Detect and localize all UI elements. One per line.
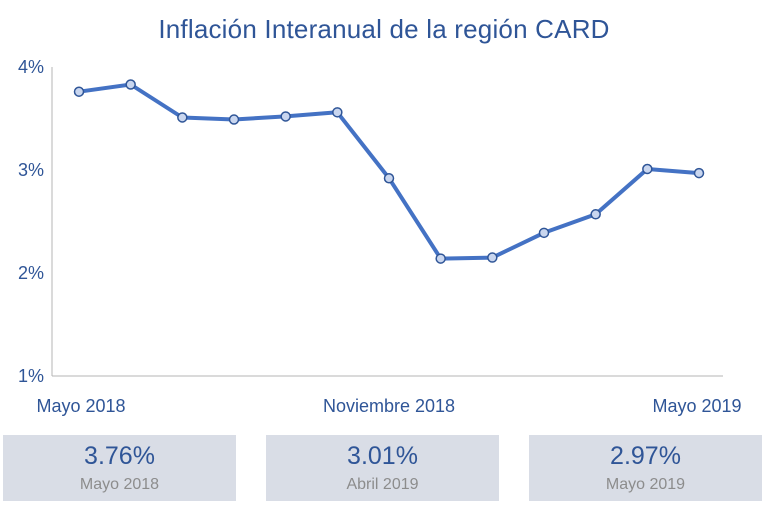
data-point xyxy=(538,227,550,239)
y-tick-label: 4% xyxy=(18,57,44,77)
y-tick-label: 1% xyxy=(18,366,44,386)
data-point xyxy=(642,163,653,175)
chart-title: Inflación Interanual de la región CARD xyxy=(158,14,610,44)
card-value: 2.97% xyxy=(610,442,681,470)
summary-card-3: 2.97% Mayo 2019 xyxy=(529,435,762,501)
x-tick-label: Mayo 2018 xyxy=(36,396,125,416)
data-point xyxy=(332,107,343,118)
data-point xyxy=(177,112,188,123)
card-value: 3.01% xyxy=(347,442,418,470)
data-point xyxy=(590,209,601,220)
x-tick-label: Noviembre 2018 xyxy=(323,396,455,416)
data-point xyxy=(487,252,498,263)
data-point xyxy=(435,253,446,264)
summary-cards: 3.76% Mayo 2018 3.01% Abril 2019 2.97% M… xyxy=(0,435,768,501)
y-tick-label: 3% xyxy=(18,160,44,180)
summary-card-2: 3.01% Abril 2019 xyxy=(266,435,499,501)
summary-card-1: 3.76% Mayo 2018 xyxy=(3,435,236,501)
card-label: Abril 2019 xyxy=(346,476,419,493)
data-point xyxy=(280,111,291,122)
data-point xyxy=(228,114,240,125)
y-tick-label: 2% xyxy=(18,263,44,283)
data-point xyxy=(125,79,136,90)
data-point xyxy=(73,86,85,97)
card-value: 3.76% xyxy=(84,442,155,470)
card-label: Mayo 2019 xyxy=(605,476,686,493)
line-chart: 4% 3% 2% 1% Mayo 2018 Noviembre 2018 Mayo 2019 xyxy=(18,57,742,416)
data-point xyxy=(693,167,705,179)
card-label: Mayo 2018 xyxy=(79,476,160,493)
x-tick-label: Mayo 2019 xyxy=(652,396,741,416)
data-point xyxy=(383,172,395,184)
series-line xyxy=(77,82,701,261)
